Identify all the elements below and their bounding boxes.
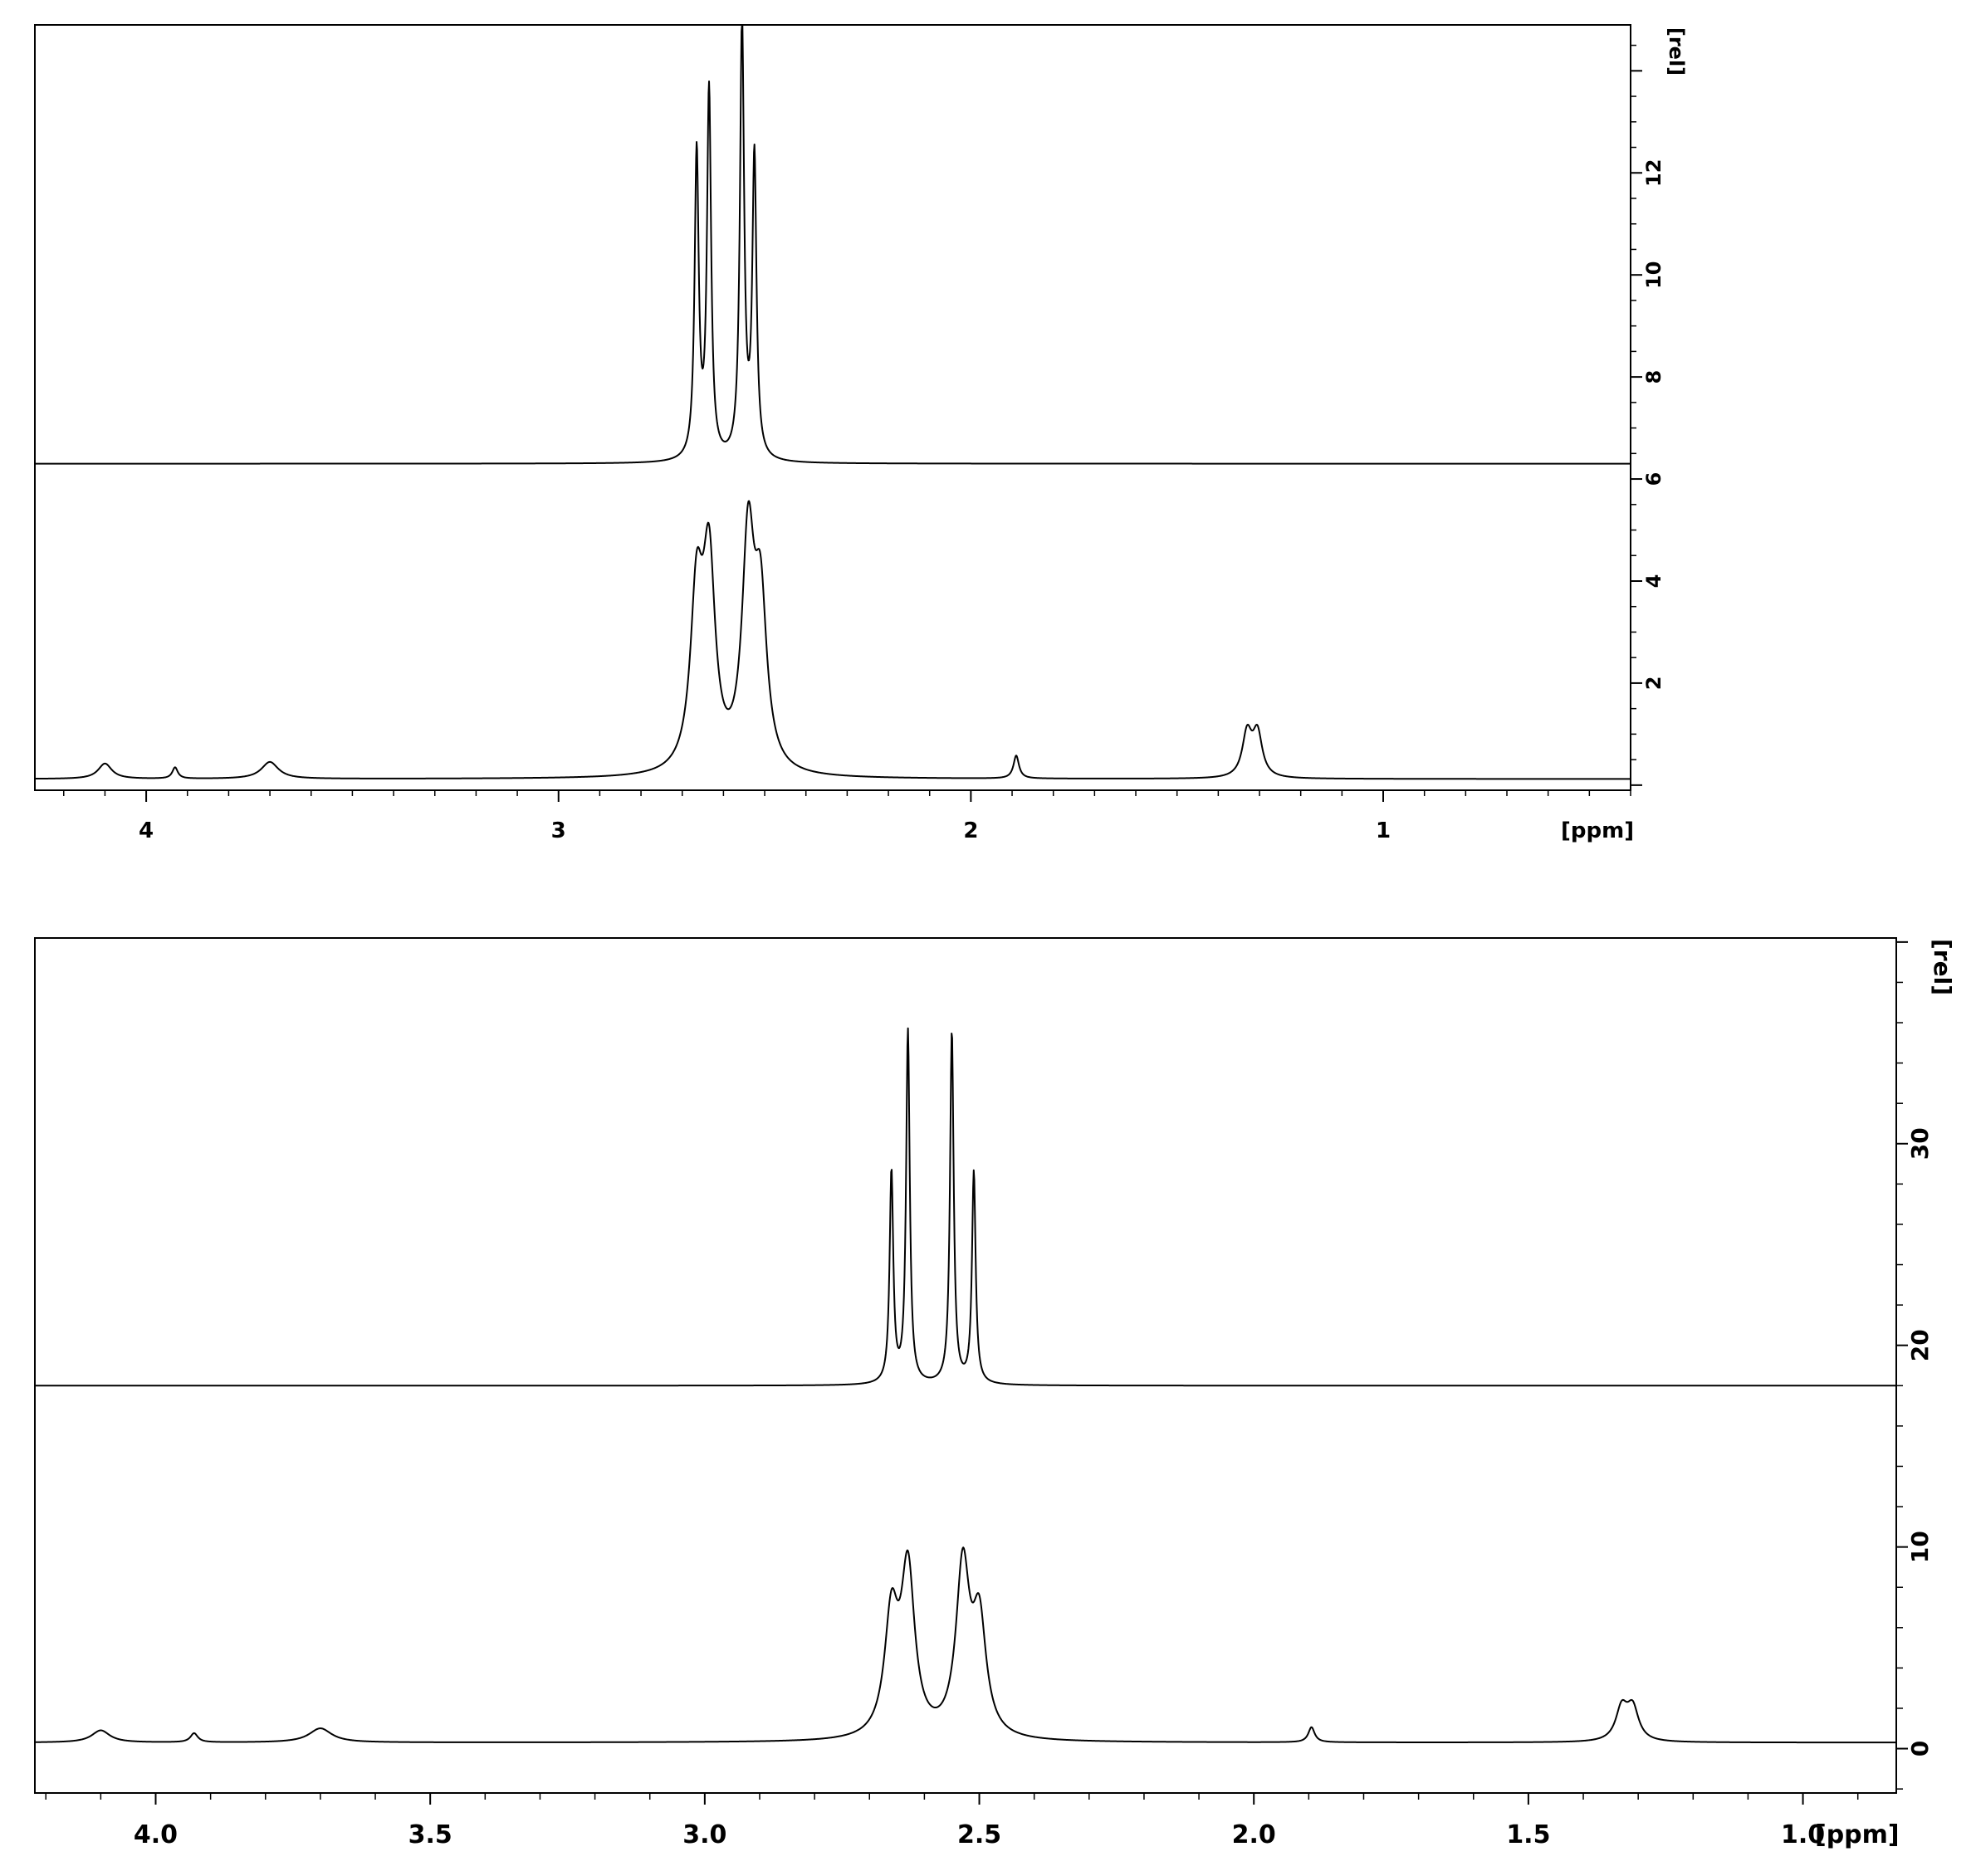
x-tick-label: 2 [963,818,978,843]
y-tick-label: 20 [1906,1329,1934,1361]
y-tick-label: 10 [1906,1531,1934,1563]
x-tick-label: 1.5 [1506,1820,1550,1849]
x-tick-label: 1.0 [1781,1820,1825,1849]
spectrum-traces [34,25,1631,780]
spectrum-trace-lower [34,500,1631,780]
y-axis: 0 10 20 30 [1896,940,1934,1790]
y-axis-unit-label: [rel] [1929,939,1956,995]
y-tick-label: 2 [1642,677,1665,691]
x-axis-unit-label: [ppm] [1561,818,1634,843]
y-axis: 2 4 6 8 10 12 [1631,44,1665,786]
y-axis-unit-label: [rel] [1665,27,1688,76]
plot-frame [34,24,1631,791]
x-tick-label: 4.0 [134,1820,178,1849]
x-tick-label: 2.0 [1232,1820,1276,1849]
y-tick-label: 4 [1642,574,1665,589]
spectrum-traces [34,1027,1897,1744]
x-tick-label: 4 [139,818,154,843]
spectrum-trace-upper [34,25,1631,465]
spectrum-trace-lower [34,1546,1897,1744]
x-tick-label: 3.5 [408,1820,452,1849]
x-tick-label: 1 [1376,818,1391,843]
y-tick-label: 8 [1642,370,1665,384]
y-tick-label: 30 [1906,1127,1934,1160]
x-tick-label: 3 [551,818,566,843]
y-tick-label: 6 [1642,472,1665,486]
spectrum-trace-upper [34,1027,1897,1387]
y-tick-label: 12 [1642,159,1665,187]
x-axis: 4 3 2 1 [63,790,1631,843]
y-tick-label: 0 [1906,1741,1934,1756]
nmr-spectrum-panel-top: 4 3 2 1 2 4 6 8 10 12 [ppm] [rel] [34,24,1688,843]
nmr-spectrum-panel-bottom: 4.0 3.5 3.0 2.5 2.0 1.5 1.0 0 10 20 30 [ppm] [rel… [34,937,1956,1849]
x-tick-label: 2.5 [957,1820,1001,1849]
plot-frame [34,937,1897,1794]
x-tick-label: 3.0 [682,1820,726,1849]
y-tick-label: 10 [1642,261,1665,288]
x-axis-unit-label: [ppm] [1815,1820,1900,1849]
x-axis: 4.0 3.5 3.0 2.5 2.0 1.5 1.0 [45,1793,1859,1849]
